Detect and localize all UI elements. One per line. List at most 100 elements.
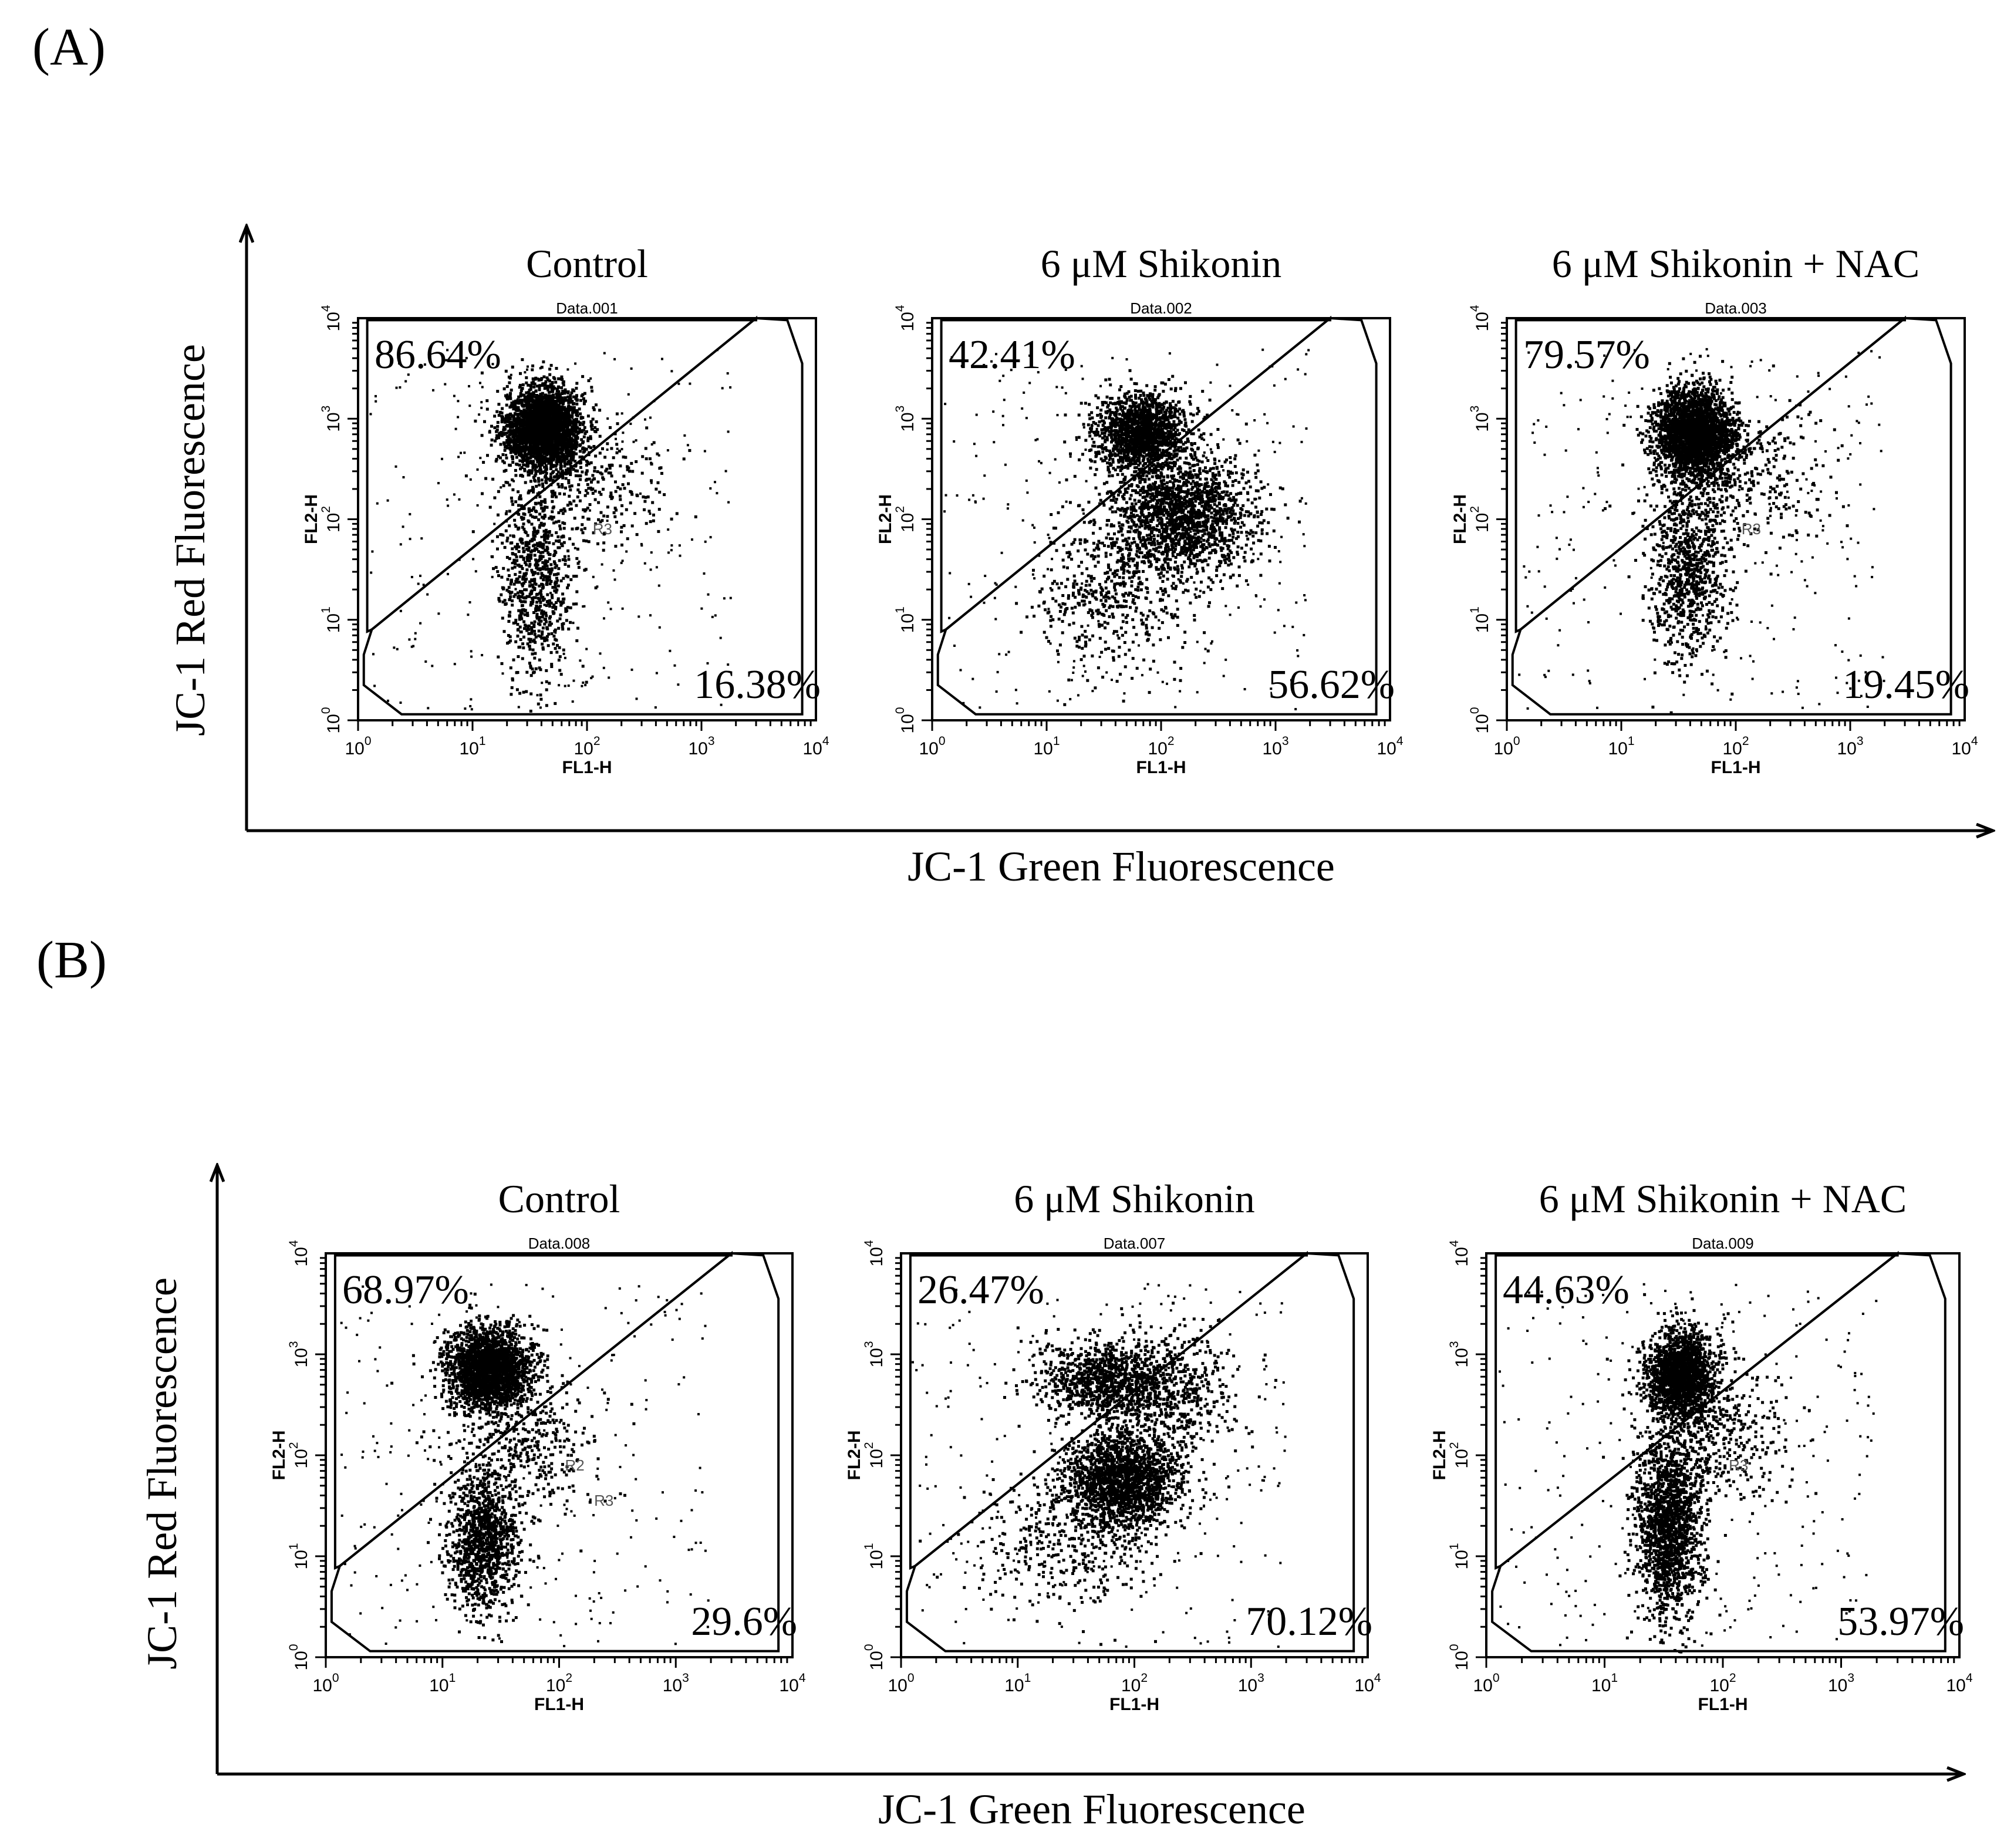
event-dot [540,409,544,412]
event-dot [502,470,506,473]
event-dot [566,409,570,413]
event-dot [569,408,573,412]
event-dot [1201,390,1205,393]
event-dot [560,443,563,447]
event-dot [545,418,548,421]
event-dot [532,531,535,534]
event-dot [550,460,553,464]
panel-b: (B) JC-1 Red Fluorescence JC-1 Green Flu… [36,931,1964,1833]
event-dot [581,375,585,378]
event-dot [510,500,514,503]
event-dot [682,457,686,461]
event-dot [575,395,578,399]
event-dot [613,358,616,360]
event-dot [711,616,714,618]
event-dot [562,427,565,431]
event-dot [561,512,565,515]
event-dot [506,393,509,396]
event-dot [556,619,559,623]
event-dot [543,387,546,390]
event-dot [516,398,519,401]
event-dot [531,400,535,404]
event-dot [614,480,617,484]
event-dot [1105,395,1109,399]
event-dot [509,534,512,537]
event-dot [517,609,521,612]
event-dot [538,623,542,626]
event-dot [1128,369,1132,372]
event-dot [480,371,484,375]
event-dot [404,380,407,383]
event-dot [523,469,527,473]
event-dot [539,393,542,396]
event-dot [541,440,544,443]
event-dot [703,572,706,575]
event-dot [555,588,559,592]
event-dot [583,432,587,435]
event-dot [533,382,537,386]
event-dot [500,412,504,414]
event-dot [582,605,585,608]
event-dot [620,412,623,415]
event-dot [543,383,546,386]
event-dot [575,557,579,560]
event-dot [518,434,521,436]
event-dot [549,401,553,404]
event-dot [649,416,652,419]
event-dot [531,451,534,455]
event-dot [551,381,554,384]
event-dot [514,404,517,407]
event-dot [1128,404,1132,408]
event-dot [1186,437,1189,441]
event-dot [549,464,553,467]
event-dot [545,416,548,420]
event-dot [522,522,525,526]
event-dot [637,615,640,618]
event-dot [542,396,545,400]
event-dot [548,379,551,383]
event-dot [579,466,582,469]
event-dot [531,639,535,643]
event-dot [540,396,544,399]
event-dot [504,427,507,431]
event-dot [540,555,544,558]
event-dot [508,592,512,595]
event-dot [574,426,578,430]
event-dot [546,378,549,382]
event-dot [657,530,660,533]
event-dot [528,436,531,439]
x-tick-label: 101 [459,734,485,758]
event-dot [571,700,574,703]
event-dot [691,538,693,541]
event-dot [524,561,527,565]
event-dot [526,568,528,571]
event-dot [540,366,544,369]
event-dot [510,422,514,426]
event-dot [567,404,571,407]
event-dot [603,617,605,620]
event-dot [544,561,548,565]
event-dot [568,428,571,431]
event-dot [539,367,542,370]
event-dot [540,478,544,482]
event-dot [518,438,522,441]
event-dot [620,530,623,534]
event-dot [551,413,554,416]
event-dot [558,393,562,396]
event-dot [622,431,625,434]
event-dot [515,438,519,441]
event-dot [538,387,541,390]
event-dot [1116,473,1119,476]
event-dot [552,560,556,564]
event-dot [550,385,554,388]
event-dot [525,457,529,460]
event-dot [544,611,548,615]
event-dot [538,658,541,662]
event-dot [1117,396,1121,400]
event-dot [510,389,513,392]
event-dot [441,457,443,460]
event-dot [532,533,535,537]
event-dot [569,578,573,581]
event-dot [555,445,558,448]
event-dot [517,451,521,455]
